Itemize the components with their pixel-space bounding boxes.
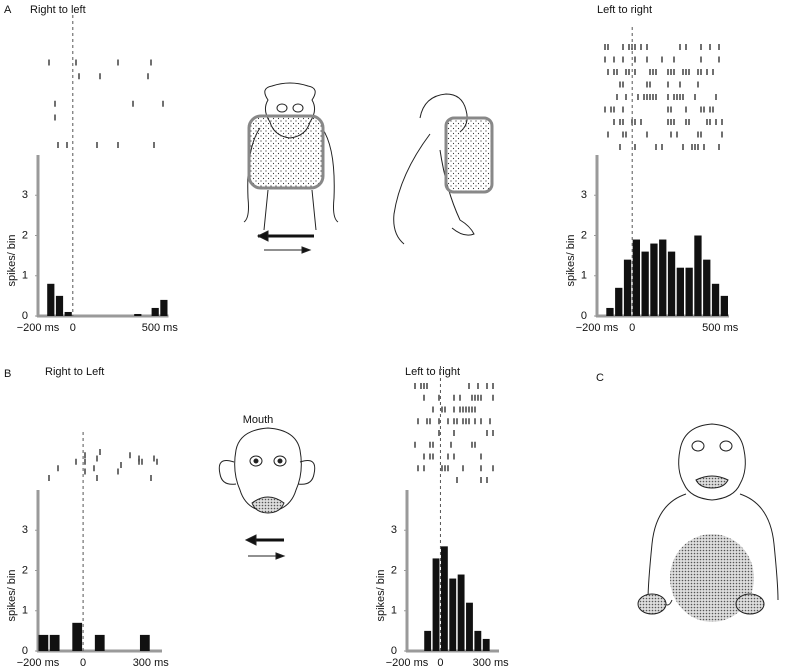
bar: [38, 634, 49, 651]
bar: [55, 295, 64, 316]
x-tick-label: 300 ms: [473, 657, 510, 669]
monkey-body: [637, 423, 779, 622]
monkey-front: [243, 82, 339, 254]
bar: [650, 243, 658, 316]
chart-title: Left to right: [597, 4, 652, 16]
bar: [606, 307, 614, 316]
bar: [659, 239, 667, 316]
bar: [482, 638, 490, 651]
bar: [667, 251, 676, 316]
x-tick-label: 300 ms: [133, 657, 170, 669]
y-axis-label: spikes/ bin: [6, 235, 18, 287]
bar: [711, 283, 720, 316]
y-tick-label: 2: [391, 564, 397, 576]
panel-label: B: [4, 368, 11, 380]
y-axis-label: spikes/ bin: [565, 235, 577, 287]
bar: [466, 602, 473, 651]
y-tick-label: 3: [391, 524, 397, 536]
y-tick-label: 0: [22, 310, 28, 322]
bar: [720, 295, 728, 316]
monkey-face: [218, 427, 316, 560]
y-tick-label: 3: [22, 189, 28, 201]
x-tick-label: 500 ms: [702, 322, 739, 334]
bar: [641, 251, 649, 316]
region-label: Mouth: [243, 414, 274, 426]
monkey-side: [393, 93, 494, 245]
y-tick-label: 3: [581, 189, 587, 201]
y-tick-label: 2: [581, 229, 587, 241]
x-tick-label: 500 ms: [142, 322, 179, 334]
y-tick-label: 1: [22, 270, 28, 282]
y-axis-label: spikes/ bin: [375, 570, 387, 622]
x-tick-label: 0: [70, 322, 76, 334]
y-tick-label: 1: [22, 605, 28, 617]
y-axis-label: spikes/ bin: [6, 570, 18, 622]
chart-title: Left to right: [405, 366, 460, 378]
y-tick-label: 0: [581, 310, 587, 322]
bar: [474, 630, 482, 651]
bar: [134, 313, 142, 316]
y-tick-label: 0: [391, 645, 397, 657]
chart-title: Right to left: [30, 4, 86, 16]
bar: [685, 267, 693, 316]
y-tick-label: 1: [581, 270, 587, 282]
bar: [64, 311, 72, 316]
x-tick-label: −200 ms: [386, 657, 429, 669]
y-tick-label: 1: [391, 605, 397, 617]
bar: [424, 630, 432, 651]
x-tick-label: 0: [629, 322, 635, 334]
bar: [676, 267, 684, 316]
y-tick-label: 2: [22, 229, 28, 241]
bar: [94, 634, 105, 651]
x-tick-label: 0: [80, 657, 86, 669]
x-tick-label: −200 ms: [576, 322, 619, 334]
bar: [432, 558, 440, 651]
panel-label: C: [596, 372, 604, 384]
bar: [47, 283, 55, 316]
bar: [694, 235, 702, 316]
bar: [139, 634, 150, 651]
bar: [615, 287, 623, 316]
panel-label: A: [4, 4, 12, 16]
x-tick-label: −200 ms: [17, 657, 60, 669]
bar: [449, 578, 457, 651]
x-tick-label: 0: [437, 657, 443, 669]
y-tick-label: 3: [22, 524, 28, 536]
bar: [440, 546, 448, 651]
bar: [457, 574, 465, 651]
bar: [151, 307, 159, 316]
bar: [703, 259, 711, 316]
y-tick-label: 2: [22, 564, 28, 576]
y-tick-label: 0: [22, 645, 28, 657]
raster-layer: [48, 44, 723, 483]
bar: [72, 622, 83, 651]
bar: [623, 259, 632, 316]
x-tick-label: −200 ms: [17, 322, 60, 334]
bar: [160, 299, 168, 316]
bar: [632, 239, 640, 316]
bar: [49, 634, 60, 651]
chart-title: Right to Left: [45, 366, 104, 378]
